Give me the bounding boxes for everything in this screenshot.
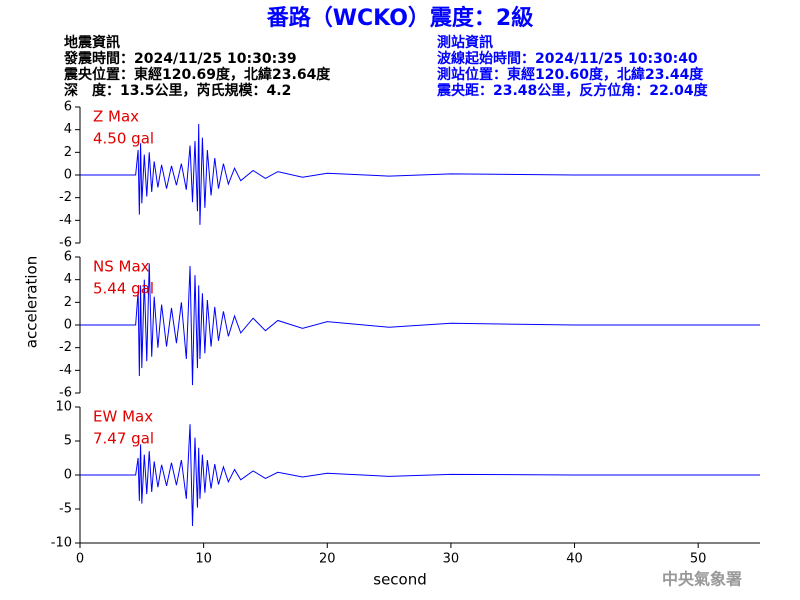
y-tick-label: -4 xyxy=(59,363,72,378)
y-tick-label: 2 xyxy=(64,145,72,160)
info-line: 測站資訊 xyxy=(437,34,493,51)
y-tick-label: -6 xyxy=(59,236,72,251)
trace xyxy=(80,263,760,386)
y-tick-label: -2 xyxy=(59,190,72,205)
y-tick-label: 0 xyxy=(64,468,72,483)
y-tick-label: 4 xyxy=(64,122,72,137)
y-tick-label: 6 xyxy=(64,250,72,265)
y-tick-label: 2 xyxy=(64,295,72,310)
info-line: 波線起始時間：2024/11/25 10:30:40 xyxy=(437,50,698,67)
x-tick-label: 30 xyxy=(443,552,460,567)
y-axis-label: acceleration xyxy=(23,256,41,348)
title: 番路（WCKO）震度：2級 xyxy=(266,5,533,31)
y-tick-label: -4 xyxy=(59,213,72,228)
x-tick-label: 0 xyxy=(76,552,84,567)
y-tick-label: -10 xyxy=(51,536,72,551)
info-line: 發震時間：2024/11/25 10:30:39 xyxy=(63,50,297,67)
annotation: 5.44 gal xyxy=(93,280,154,298)
x-tick-label: 50 xyxy=(690,552,707,567)
annotation: EW Max xyxy=(93,408,153,426)
info-line: 深 度：13.5公里，芮氏規模：4.2 xyxy=(64,82,291,99)
annotation: 7.47 gal xyxy=(93,430,154,448)
y-tick-label: -5 xyxy=(59,502,72,517)
annotation: NS Max xyxy=(93,258,150,276)
info-line: 震央位置：東經120.69度，北緯23.64度 xyxy=(63,66,331,83)
trace xyxy=(80,424,760,527)
footer: 中央氣象署 xyxy=(662,570,742,589)
y-tick-label: -2 xyxy=(59,340,72,355)
info-line: 震央距：23.48公里，反方位角：22.04度 xyxy=(436,82,709,99)
x-tick-label: 40 xyxy=(566,552,583,567)
x-tick-label: 20 xyxy=(319,552,336,567)
right-info: 測站資訊 波線起始時間：2024/11/25 10:30:40 測站位置：東經1… xyxy=(436,34,709,99)
y-tick-label: 5 xyxy=(64,434,72,449)
annotation: Z Max xyxy=(93,108,139,126)
y-tick-label: 0 xyxy=(64,168,72,183)
y-tick-label: 4 xyxy=(64,272,72,287)
x-axis-label: second xyxy=(373,571,427,589)
y-tick-label: -6 xyxy=(59,386,72,401)
y-tick-label: 0 xyxy=(64,318,72,333)
x-tick-label: 10 xyxy=(195,552,212,567)
annotation: 4.50 gal xyxy=(93,130,154,148)
info-line: 地震資訊 xyxy=(64,34,120,51)
info-line: 測站位置：東經120.60度，北緯23.44度 xyxy=(437,66,704,83)
left-info: 地震資訊 發震時間：2024/11/25 10:30:39 震央位置：東經120… xyxy=(63,34,331,99)
y-tick-label: 10 xyxy=(55,400,72,415)
y-tick-label: 6 xyxy=(64,100,72,115)
trace xyxy=(80,123,760,225)
